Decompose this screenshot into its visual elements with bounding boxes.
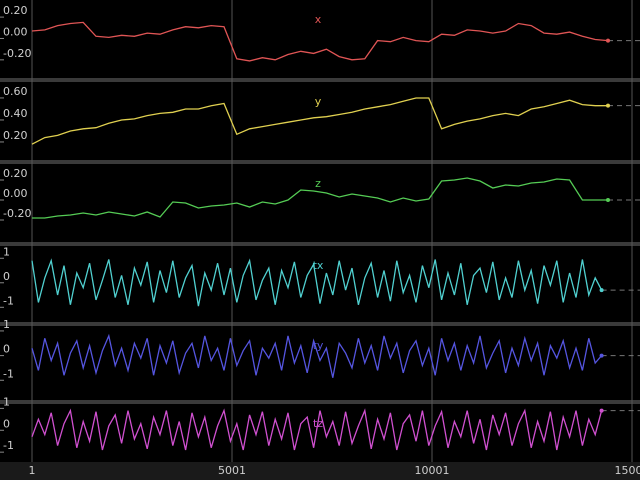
y-tick-label: 0 [3,270,10,283]
series-line [31,333,603,378]
series-label: x [315,13,322,26]
y-tick-label: -1 [3,294,14,307]
x-tick-label: 10001 [415,464,450,477]
y-tick-label: 0 [3,343,10,356]
panel-separator [0,242,640,246]
y-tick-label: 0.00 [3,187,28,200]
series-line [31,258,603,307]
panel-separator [0,160,640,164]
panel-separator [0,322,640,326]
panel-separator [0,400,640,404]
y-tick-label: 1 [3,395,10,408]
series-label: z [315,177,321,190]
series-label: y [315,95,322,108]
current-value-dot [606,198,610,202]
current-value-dot [599,288,604,293]
y-tick-label: 1 [3,245,10,258]
y-tick-label: -0.20 [3,47,31,60]
y-tick-label: 0.20 [3,167,28,180]
y-tick-label: 0.00 [3,25,28,38]
y-tick-label: 1 [3,318,10,331]
current-value-dot [606,103,610,108]
series-line [31,97,608,145]
y-tick-label: 0.40 [3,107,28,120]
y-tick-label: -1 [3,439,14,452]
current-value-dot [599,353,604,358]
panel-separator [0,78,640,82]
current-value-dot [599,408,604,413]
series-label: ty [313,339,324,352]
x-tick-label: 1 [29,464,36,477]
y-tick-label: 0.60 [3,85,28,98]
series-label: tx [313,259,324,272]
series-line [31,408,603,451]
x-tick-label: 5001 [218,464,246,477]
y-tick-label: 0 [3,417,10,430]
axis-strip [0,462,640,480]
current-value-dot [606,38,610,43]
y-tick-label: -0.20 [3,207,31,220]
y-tick-label: 0.20 [3,4,28,17]
series-line [32,177,608,219]
series-line [31,21,609,62]
y-tick-label: -1 [3,367,14,380]
y-tick-label: 0.20 [3,129,28,142]
series-label: tz [313,417,323,430]
